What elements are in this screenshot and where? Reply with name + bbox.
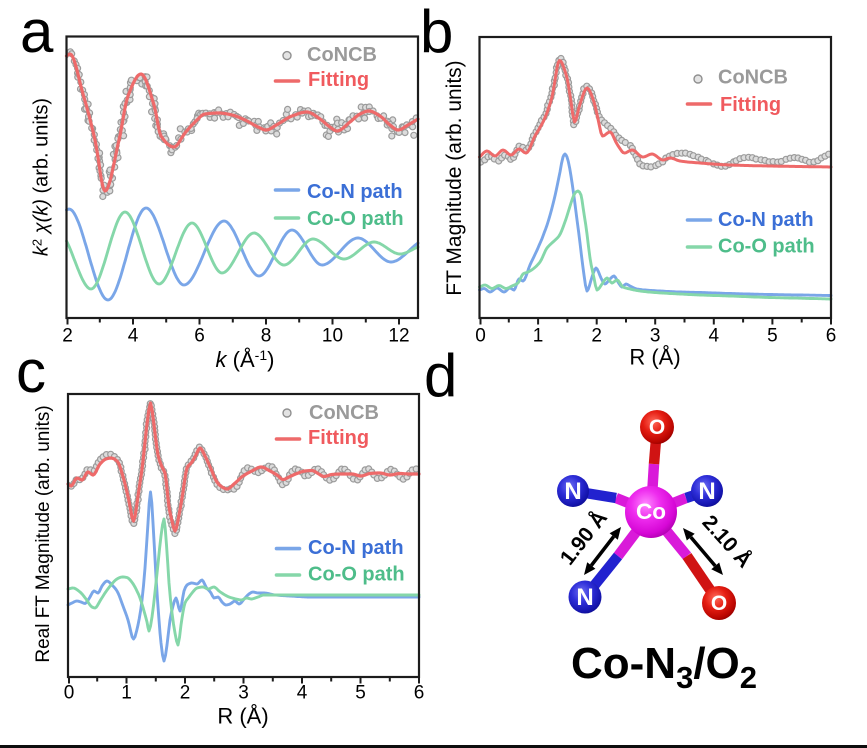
- svg-text:Fitting: Fitting: [308, 427, 369, 449]
- svg-text:CoNCB: CoNCB: [718, 66, 788, 88]
- svg-text:CoNCB: CoNCB: [309, 402, 379, 424]
- svg-text:N: N: [698, 478, 715, 505]
- svg-text:Co-O path: Co-O path: [718, 236, 815, 258]
- svg-text:6: 6: [194, 326, 205, 347]
- svg-text:5: 5: [767, 326, 778, 347]
- svg-text:2: 2: [591, 326, 602, 347]
- svg-text:Co-N path: Co-N path: [718, 209, 814, 231]
- svg-text:CoNCB: CoNCB: [307, 44, 377, 66]
- svg-text:10: 10: [322, 326, 343, 347]
- svg-text:4: 4: [709, 326, 720, 347]
- svg-text:Fitting: Fitting: [720, 94, 781, 116]
- svg-text:Co-N path: Co-N path: [307, 181, 403, 203]
- svg-text:R (Å): R (Å): [217, 704, 268, 729]
- svg-text:1: 1: [533, 326, 544, 347]
- svg-text:b: b: [420, 0, 453, 65]
- svg-text:0: 0: [64, 683, 75, 704]
- svg-text:0: 0: [475, 326, 486, 347]
- svg-text:4: 4: [128, 326, 139, 347]
- svg-text:N: N: [576, 584, 593, 611]
- svg-text:R (Å): R (Å): [629, 345, 680, 370]
- svg-text:FT Magnitude (arb. units): FT Magnitude (arb. units): [443, 60, 466, 295]
- svg-text:k (Å-1): k (Å-1): [216, 347, 275, 372]
- svg-text:Fitting: Fitting: [308, 69, 369, 91]
- svg-text:Co-N3/O2: Co-N3/O2: [571, 639, 757, 695]
- svg-text:6: 6: [414, 683, 425, 704]
- svg-text:Co-O path: Co-O path: [307, 208, 404, 230]
- svg-text:Co-N path: Co-N path: [308, 537, 404, 559]
- svg-text:6: 6: [826, 326, 837, 347]
- svg-text:O: O: [649, 416, 665, 439]
- svg-text:2: 2: [62, 326, 73, 347]
- svg-text:3: 3: [238, 683, 249, 704]
- svg-text:Co: Co: [636, 499, 666, 524]
- svg-text:c: c: [16, 338, 46, 405]
- svg-text:8: 8: [261, 326, 272, 347]
- svg-text:d: d: [424, 342, 457, 409]
- svg-text:12: 12: [388, 326, 409, 347]
- svg-text:k2 χ(k) (arb. units): k2 χ(k) (arb. units): [30, 98, 53, 256]
- svg-text:O: O: [711, 592, 727, 615]
- svg-text:Real FT Magnitude (arb. units): Real FT Magnitude (arb. units): [33, 405, 54, 662]
- svg-text:1: 1: [121, 683, 132, 704]
- svg-text:3: 3: [650, 326, 661, 347]
- svg-text:N: N: [564, 478, 581, 505]
- svg-text:5: 5: [355, 683, 366, 704]
- svg-text:a: a: [20, 0, 54, 65]
- svg-text:Co-O path: Co-O path: [308, 564, 405, 586]
- svg-text:2: 2: [180, 683, 191, 704]
- svg-text:4: 4: [297, 683, 308, 704]
